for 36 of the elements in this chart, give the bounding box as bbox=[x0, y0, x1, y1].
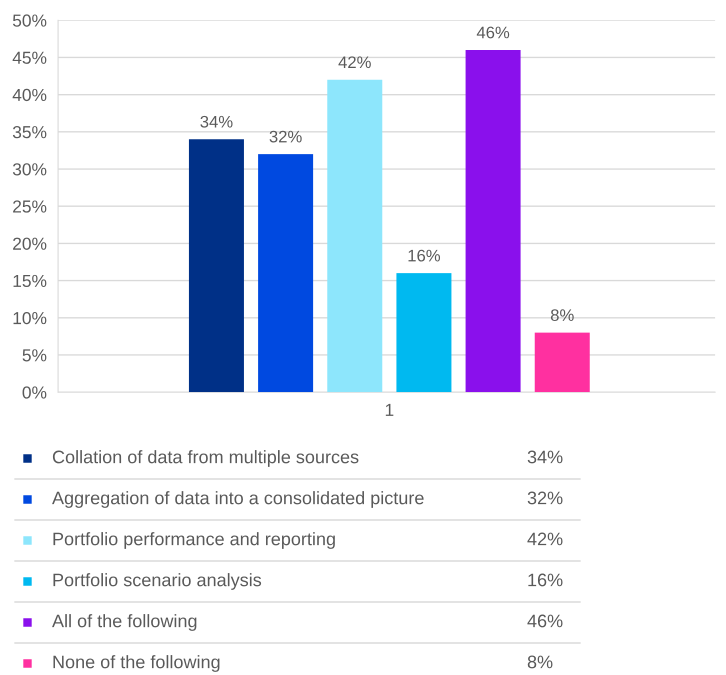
data-label: 8% bbox=[550, 309, 574, 322]
y-tick-label: 15% bbox=[14, 274, 46, 288]
legend-label: Aggregation of data into a consolidated picture bbox=[52, 491, 424, 508]
bar bbox=[466, 50, 521, 392]
bar bbox=[396, 273, 452, 392]
text: 42% bbox=[527, 532, 562, 546]
legend-label: Portfolio performance and reporting bbox=[53, 532, 335, 549]
y-tick-label: 25% bbox=[13, 200, 46, 213]
legend-label: Portfolio scenario analysis bbox=[53, 573, 262, 590]
legend-label: All of the following bbox=[52, 614, 196, 631]
data-label: 46% bbox=[476, 26, 510, 38]
text: 8% bbox=[528, 656, 552, 668]
data-label: 32% bbox=[270, 130, 302, 143]
y-tick-label: 0% bbox=[22, 386, 46, 399]
data-label: 34% bbox=[200, 116, 233, 128]
legend-label: Collation of data from multiple sources bbox=[52, 450, 358, 467]
y-tick-label: 40% bbox=[12, 88, 46, 102]
y-tick-label: 5% bbox=[22, 349, 46, 362]
x-tick-label: 1 bbox=[386, 404, 394, 416]
y-tick-label: 50% bbox=[12, 14, 46, 27]
text: 34% bbox=[528, 450, 562, 464]
y-tick-label: 45% bbox=[12, 52, 46, 64]
text: 32% bbox=[528, 492, 562, 504]
data-label: 42% bbox=[338, 56, 371, 68]
y-tick-label: 20% bbox=[13, 238, 46, 250]
bar bbox=[534, 332, 590, 392]
data-label: 16% bbox=[408, 250, 440, 262]
bar bbox=[258, 154, 314, 392]
y-tick-label: 30% bbox=[12, 163, 46, 176]
y-tick-label: 10% bbox=[14, 312, 46, 324]
legend-label: None of the following bbox=[53, 655, 220, 672]
bar bbox=[327, 80, 382, 392]
bar bbox=[188, 139, 244, 392]
text: 16% bbox=[528, 574, 562, 586]
y-tick-label: 35% bbox=[12, 126, 46, 138]
text: 46% bbox=[527, 614, 562, 628]
